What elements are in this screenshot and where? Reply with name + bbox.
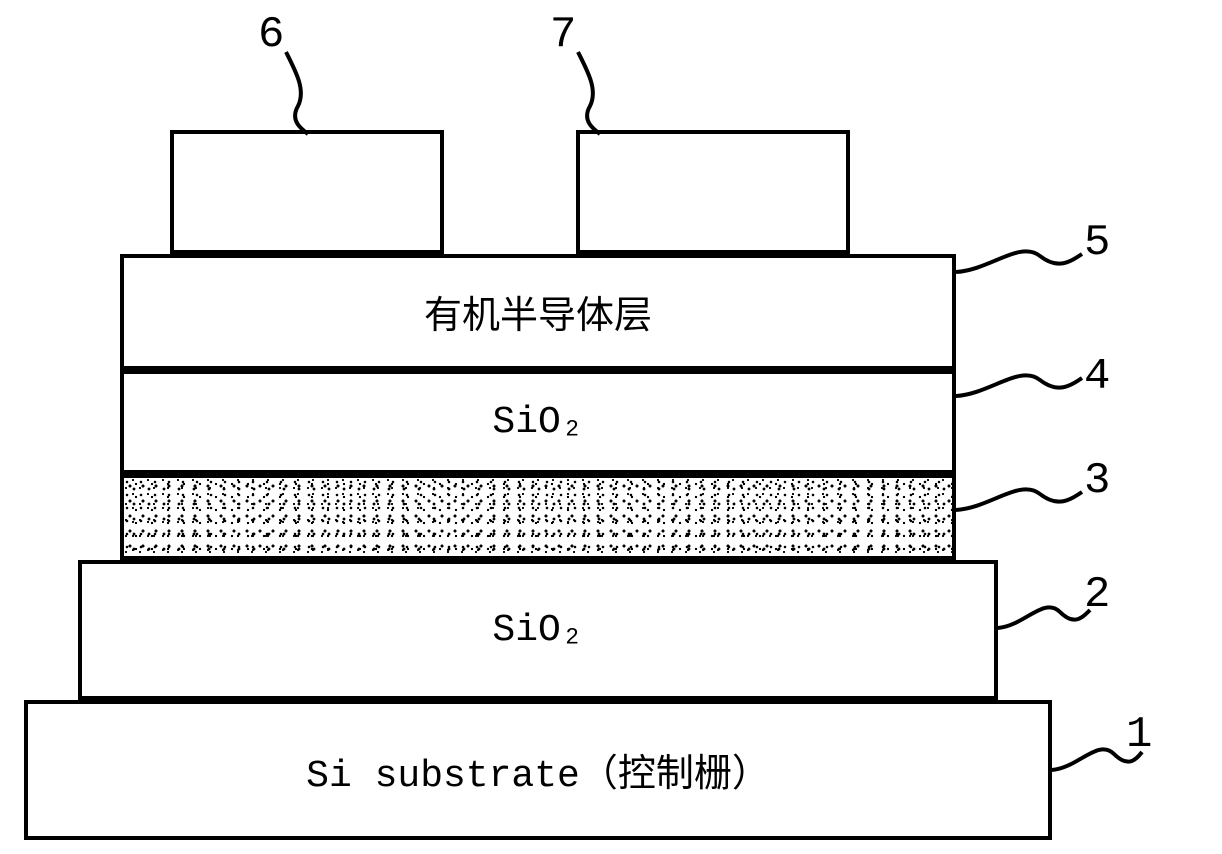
leader-4-path [956,375,1082,396]
callout-2: 2 [1084,570,1110,620]
callout-7: 7 [550,10,576,60]
layer-2-sio2-lower: SiO₂ [78,560,998,700]
layer-1-si-substrate: Si substrate（控制栅） [24,700,1052,840]
callout-1: 1 [1126,710,1152,760]
layer-4-sio2-upper: SiO₂ [120,370,956,474]
layer-2-label: SiO₂ [492,609,583,652]
layer-3-stippled [120,474,956,560]
callout-5: 5 [1084,218,1110,268]
callout-4: 4 [1084,352,1110,402]
layer-5-label: 有机半导体层 [424,284,652,340]
layer-1-label: Si substrate（控制栅） [306,742,770,798]
leader-5-path [956,251,1082,272]
leader-2-path [998,607,1090,628]
layer-5-organic-semiconductor: 有机半导体层 [120,254,956,370]
leader-3-path [956,489,1082,510]
diagram-canvas: Si substrate（控制栅） SiO₂ SiO₂ 有机半导体层 6 7 5… [0,0,1222,854]
leader-7-path [578,52,600,134]
layer-4-label: SiO₂ [492,401,583,444]
leader-6-path [286,52,308,134]
layer-6-electrode-left [170,130,444,254]
layer-7-electrode-right [576,130,850,254]
callout-6: 6 [258,10,284,60]
callout-3: 3 [1084,456,1110,506]
